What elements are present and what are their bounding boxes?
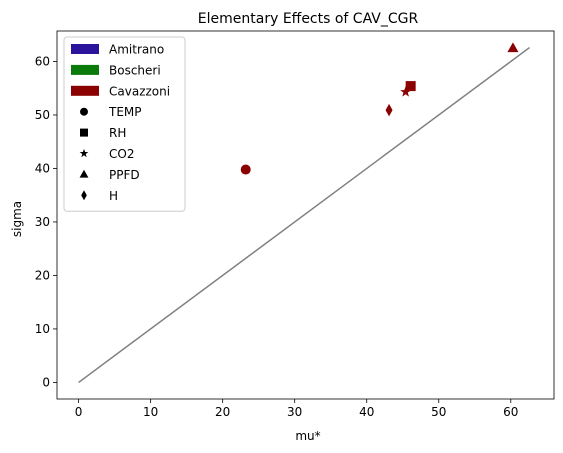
legend-swatch-boscheri <box>71 64 99 75</box>
legend-marker-temp <box>80 107 88 116</box>
legend-label: CO2 <box>109 147 134 161</box>
y-tick-label: 60 <box>35 54 50 68</box>
x-tick-label: 40 <box>359 405 374 419</box>
y-tick-label: 30 <box>35 215 50 229</box>
legend-box <box>63 36 186 212</box>
legend-marker-rh <box>80 128 88 137</box>
plot-area <box>78 42 530 384</box>
legend-label: PPFD <box>109 168 140 182</box>
legend-marker-co2 <box>79 148 89 158</box>
data-point-temp <box>240 164 251 175</box>
legend-swatch-cavazzoni <box>71 85 99 96</box>
legend-label: Amitrano <box>109 43 164 57</box>
x-axis-label: mu* <box>295 429 320 443</box>
x-tick-label: 30 <box>287 405 302 419</box>
axes: 0 10 20 30 40 50 60 0 10 20 30 40 50 60 <box>35 30 555 419</box>
y-tick-label: 50 <box>35 108 50 122</box>
legend-marker-ppfd <box>79 169 89 178</box>
x-tick-label: 0 <box>75 405 83 419</box>
y-tick-label: 0 <box>42 375 50 389</box>
legend-label: TEMP <box>108 105 142 119</box>
x-tick-label: 60 <box>503 405 518 419</box>
x-tick-label: 50 <box>431 405 446 419</box>
legend-label: Boscheri <box>109 63 161 77</box>
y-axis-label: sigma <box>10 201 24 237</box>
data-point-rh <box>405 81 416 92</box>
data-point-co2 <box>400 86 412 97</box>
plot-frame <box>56 30 555 400</box>
legend-marker-h <box>81 190 87 201</box>
y-tick-label: 40 <box>35 161 50 175</box>
legend: Amitrano Boscheri Cavazzoni TEMP RH CO2 PPFD H <box>63 36 186 212</box>
x-tick-label: 10 <box>143 405 158 419</box>
data-point-h <box>385 103 393 117</box>
y-tick-label: 20 <box>35 268 50 282</box>
x-tick-label: 20 <box>215 405 230 419</box>
y-tick-label: 10 <box>35 322 50 336</box>
legend-label: H <box>109 189 118 203</box>
legend-label: Cavazzoni <box>109 84 170 98</box>
legend-label: RH <box>109 126 126 140</box>
data-point-ppfd <box>507 42 519 53</box>
reference-line <box>78 46 530 384</box>
chart-title: Elementary Effects of CAV_CGR <box>198 11 419 27</box>
legend-swatch-amitrano <box>71 44 99 54</box>
